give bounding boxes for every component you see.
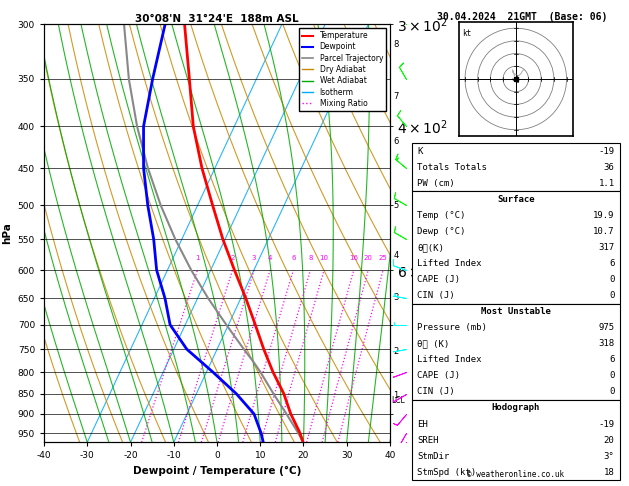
Text: 1: 1 [394, 391, 399, 400]
Text: Most Unstable: Most Unstable [481, 307, 551, 316]
Title: 30°08'N  31°24'E  188m ASL: 30°08'N 31°24'E 188m ASL [135, 14, 299, 23]
X-axis label: Dewpoint / Temperature (°C): Dewpoint / Temperature (°C) [133, 466, 301, 476]
Text: -19: -19 [598, 147, 615, 156]
Text: Lifted Index: Lifted Index [417, 355, 482, 364]
Text: 4: 4 [268, 255, 272, 261]
Text: 0: 0 [609, 275, 615, 284]
Text: θᴄ(K): θᴄ(K) [417, 243, 444, 252]
Text: 2: 2 [230, 255, 235, 261]
Text: 10.7: 10.7 [593, 227, 615, 236]
Text: 30.04.2024  21GMT  (Base: 06): 30.04.2024 21GMT (Base: 06) [437, 12, 608, 22]
Text: 5: 5 [394, 201, 399, 210]
Text: CIN (J): CIN (J) [417, 291, 455, 300]
Text: LCL: LCL [391, 396, 405, 405]
Text: 6: 6 [609, 259, 615, 268]
Text: Dewp (°C): Dewp (°C) [417, 227, 465, 236]
Text: 19.9: 19.9 [593, 211, 615, 220]
Text: 20: 20 [364, 255, 373, 261]
Text: 18: 18 [604, 468, 615, 477]
Text: © weatheronline.co.uk: © weatheronline.co.uk [467, 469, 564, 479]
Text: 2: 2 [394, 347, 399, 356]
Text: kt: kt [462, 30, 471, 38]
Text: PW (cm): PW (cm) [417, 179, 455, 188]
Text: Totals Totals: Totals Totals [417, 163, 487, 172]
Text: CAPE (J): CAPE (J) [417, 275, 460, 284]
Text: 0: 0 [609, 291, 615, 300]
Text: CAPE (J): CAPE (J) [417, 371, 460, 381]
Text: 36: 36 [604, 163, 615, 172]
Text: 3: 3 [252, 255, 257, 261]
Text: 6: 6 [394, 138, 399, 146]
Y-axis label: hPa: hPa [2, 222, 12, 244]
Text: 975: 975 [598, 323, 615, 332]
Text: 10: 10 [320, 255, 328, 261]
Text: Mixing Ratio (g/kg): Mixing Ratio (g/kg) [420, 191, 428, 276]
Y-axis label: km
ASL: km ASL [451, 225, 470, 242]
Text: 3: 3 [394, 293, 399, 302]
Text: θᴄ (K): θᴄ (K) [417, 339, 449, 348]
Text: Hodograph: Hodograph [492, 403, 540, 413]
Text: 0: 0 [609, 387, 615, 397]
Text: StmSpd (kt): StmSpd (kt) [417, 468, 476, 477]
Text: Pressure (mb): Pressure (mb) [417, 323, 487, 332]
Text: 8: 8 [394, 40, 399, 50]
Text: 8: 8 [308, 255, 313, 261]
Text: CIN (J): CIN (J) [417, 387, 455, 397]
Legend: Temperature, Dewpoint, Parcel Trajectory, Dry Adiabat, Wet Adiabat, Isotherm, Mi: Temperature, Dewpoint, Parcel Trajectory… [299, 28, 386, 111]
Text: SREH: SREH [417, 435, 438, 445]
Text: 318: 318 [598, 339, 615, 348]
Text: 1: 1 [195, 255, 200, 261]
Text: 7: 7 [394, 92, 399, 101]
Text: Lifted Index: Lifted Index [417, 259, 482, 268]
Text: 4: 4 [394, 250, 399, 260]
Text: Surface: Surface [497, 195, 535, 204]
Text: K: K [417, 147, 423, 156]
Text: 0: 0 [609, 371, 615, 381]
Text: 3°: 3° [604, 451, 615, 461]
Text: EH: EH [417, 419, 428, 429]
Text: 1.1: 1.1 [598, 179, 615, 188]
Text: 6: 6 [609, 355, 615, 364]
Text: 317: 317 [598, 243, 615, 252]
Text: StmDir: StmDir [417, 451, 449, 461]
Text: 25: 25 [379, 255, 387, 261]
Text: 6: 6 [291, 255, 296, 261]
Text: 20: 20 [604, 435, 615, 445]
Text: Temp (°C): Temp (°C) [417, 211, 465, 220]
Text: -19: -19 [598, 419, 615, 429]
Text: 16: 16 [349, 255, 359, 261]
